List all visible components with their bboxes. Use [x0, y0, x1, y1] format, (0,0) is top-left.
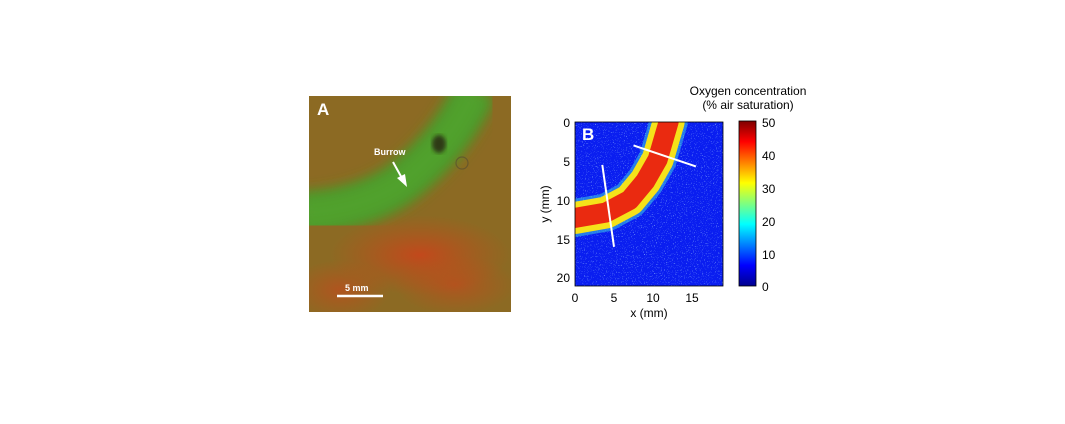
y-tick-label: 15	[557, 233, 571, 247]
colorbar-tick-label: 0	[762, 280, 769, 294]
burrow-arrow	[392, 161, 407, 187]
panel-b-label: B	[582, 125, 594, 144]
panel-b: B 0 5 10 15 0 5 10 15 20 x (mm) y (mm) O…	[538, 84, 806, 320]
y-tick-label: 20	[557, 271, 571, 285]
y-tick-label: 5	[563, 155, 570, 169]
y-axis-label: y (mm)	[538, 185, 552, 222]
colorbar-title-units: (% air saturation)	[702, 98, 793, 112]
panel-a-label: A	[317, 100, 329, 119]
x-tick-label: 15	[685, 291, 699, 305]
panel-a: A Burrow 5 mm	[309, 96, 511, 312]
x-axis-label: x (mm)	[630, 306, 667, 320]
scale-bar-label: 5 mm	[345, 283, 369, 293]
transect-lines	[601, 144, 697, 247]
colorbar-title: Oxygen concentration	[690, 84, 807, 98]
y-tick-label: 10	[557, 194, 571, 208]
x-tick-label: 5	[611, 291, 618, 305]
y-tick-label: 0	[563, 116, 570, 130]
colorbar-tick-label: 40	[762, 149, 776, 163]
x-tick-label: 0	[572, 291, 579, 305]
burrow-photo	[309, 96, 511, 312]
heatmap	[575, 122, 723, 286]
colorbar-tick-label: 30	[762, 182, 776, 196]
colorbar	[738, 120, 757, 287]
heatmap-frame	[574, 121, 724, 287]
burrow-annotation: Burrow	[374, 147, 406, 157]
transect-line	[601, 164, 615, 247]
burrow-oxygen-core	[575, 122, 679, 228]
transect-line	[633, 144, 697, 168]
colorbar-tick-label: 10	[762, 248, 776, 262]
colorbar-tick-label: 20	[762, 215, 776, 229]
x-axis-ticks: 0 5 10 15	[572, 291, 699, 305]
y-axis-ticks: 0 5 10 15 20	[557, 116, 571, 285]
colorbar-ticks: 50 40 30 20 10 0	[762, 116, 776, 294]
colorbar-tick-label: 50	[762, 116, 776, 130]
x-tick-label: 10	[646, 291, 660, 305]
